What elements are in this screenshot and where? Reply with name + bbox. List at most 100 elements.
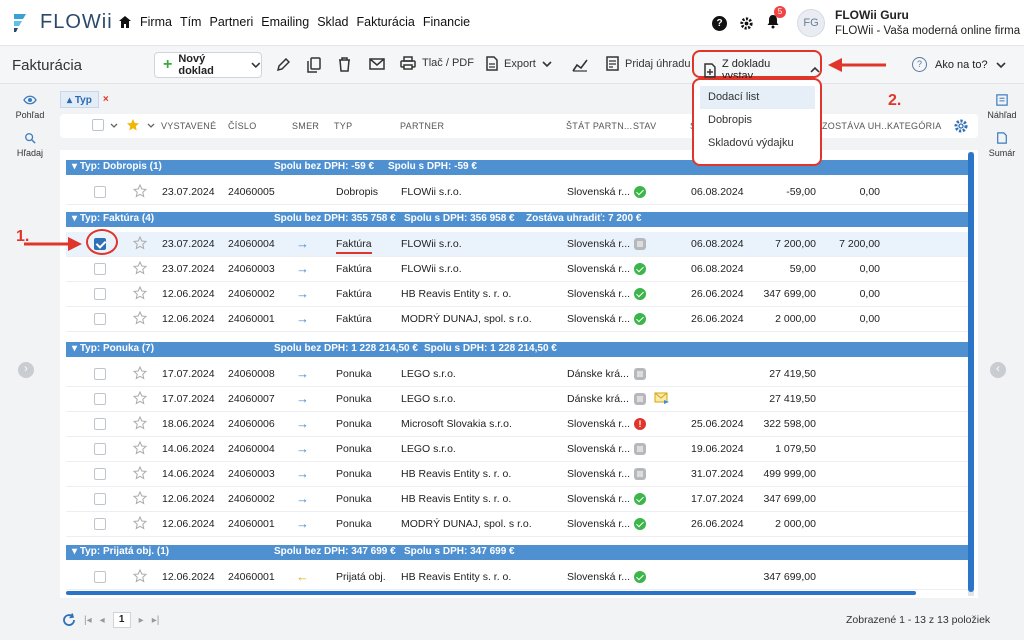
chevron-down-icon[interactable]	[147, 123, 155, 129]
help-how-to-button[interactable]: ? Ako na to?	[912, 57, 1006, 72]
star-icon[interactable]	[133, 569, 147, 583]
column-state[interactable]: STAV	[633, 121, 657, 131]
star-icon[interactable]	[133, 466, 147, 480]
new-document-button[interactable]: + Nový doklad	[154, 52, 262, 78]
table-row[interactable]: 14.06.2024 24060004 → Ponuka LEGO s.r.o.…	[66, 437, 968, 462]
table-row[interactable]: 12.06.2024 24060001 → Ponuka MODRÝ DUNAJ…	[66, 512, 968, 537]
group-header-faktura[interactable]: ▾ Typ: Faktúra (4) Spolu bez DPH: 355 75…	[66, 212, 968, 227]
user-name[interactable]: FLOWii Guru	[835, 8, 909, 22]
flowii-logo[interactable]: FLOWii	[12, 10, 113, 34]
select-all-checkbox[interactable]	[92, 119, 104, 131]
prev-page-icon[interactable]: ◂	[99, 614, 105, 626]
row-checkbox[interactable]	[94, 418, 106, 430]
star-icon[interactable]	[133, 184, 147, 198]
row-checkbox[interactable]	[94, 186, 106, 198]
sidebar-preview[interactable]: Náhľad	[980, 94, 1024, 120]
table-row[interactable]: 12.06.2024 24060002 → Ponuka HB Reavis E…	[66, 487, 968, 512]
sidebar-search[interactable]: Hľadaj	[8, 132, 52, 158]
star-icon[interactable]	[133, 286, 147, 300]
export-button[interactable]: Export	[486, 56, 552, 71]
row-checkbox[interactable]	[94, 468, 106, 480]
group-header-ponuka[interactable]: ▾ Typ: Ponuka (7) Spolu bez DPH: 1 228 2…	[66, 342, 968, 357]
create-from-document-button[interactable]: Z dokladu vystav	[692, 50, 822, 82]
table-row[interactable]: 17.07.2024 24060007 → Ponuka LEGO s.r.o.…	[66, 387, 968, 412]
table-row[interactable]: 18.06.2024 24060006 → Ponuka Microsoft S…	[66, 412, 968, 437]
column-direction[interactable]: SMER	[292, 121, 320, 131]
trash-icon[interactable]	[338, 57, 351, 72]
refresh-icon[interactable]	[62, 613, 76, 627]
row-checkbox[interactable]	[94, 571, 106, 583]
table-row[interactable]: 12.06.2024 24060001 ← Prijatá obj. HB Re…	[66, 565, 968, 590]
last-page-icon[interactable]: ▸|	[151, 614, 160, 626]
vertical-scrollbar[interactable]	[968, 152, 974, 596]
star-icon[interactable]	[133, 311, 147, 325]
dropdown-option-stock-issue[interactable]: Skladovú výdajku	[708, 137, 794, 149]
table-row[interactable]: 12.06.2024 24060002 → Faktúra HB Reavis …	[66, 282, 968, 307]
bell-icon[interactable]	[766, 14, 780, 29]
column-remaining[interactable]: ZOSTÁVA UH...	[822, 121, 890, 131]
column-settings-gear-icon[interactable]	[953, 118, 969, 134]
sidebar-summary[interactable]: Sumár	[980, 132, 1024, 158]
sidebar-view[interactable]: Pohľad	[8, 94, 52, 120]
row-checkbox-checked[interactable]	[94, 238, 106, 250]
scrollbar-thumb[interactable]	[968, 152, 974, 592]
user-avatar[interactable]: FG	[797, 9, 825, 37]
horizontal-scrollbar[interactable]	[66, 591, 916, 595]
star-icon[interactable]	[133, 236, 147, 250]
home-icon[interactable]	[118, 15, 132, 29]
star-icon[interactable]	[133, 441, 147, 455]
current-page[interactable]: 1	[112, 612, 131, 628]
column-country[interactable]: ŠTÁT PARTN...	[566, 121, 633, 131]
group-header-dobropis[interactable]: ▾ Typ: Dobropis (1) Spolu bez DPH: -59 €…	[66, 160, 968, 175]
first-page-icon[interactable]: |◂	[84, 614, 92, 626]
help-icon[interactable]: ?	[712, 15, 727, 31]
print-pdf-button[interactable]: Tlač / PDF	[400, 56, 474, 70]
nav-item-sklad[interactable]: Sklad	[317, 15, 349, 29]
collapse-right-arrow-icon[interactable]: ‹	[990, 362, 1006, 378]
column-number[interactable]: ČÍSLO	[228, 121, 257, 131]
nav-item-firma[interactable]: Firma	[140, 15, 172, 29]
star-icon[interactable]	[133, 491, 147, 505]
star-icon[interactable]	[133, 516, 147, 530]
row-checkbox[interactable]	[94, 518, 106, 530]
filter-remove-icon[interactable]: ×	[102, 94, 109, 105]
table-row[interactable]: 12.06.2024 24060001 → Faktúra MODRÝ DUNA…	[66, 307, 968, 332]
chart-icon[interactable]	[572, 58, 588, 72]
chevron-down-icon[interactable]	[110, 123, 118, 129]
star-icon[interactable]	[133, 416, 147, 430]
table-row[interactable]: 23.07.2024 24060005 Dobropis FLOWii s.r.…	[66, 180, 968, 205]
nav-item-tim[interactable]: Tím	[179, 15, 202, 29]
table-row[interactable]: 23.07.2024 24060003 → Faktúra FLOWii s.r…	[66, 257, 968, 282]
dropdown-option-delivery-note[interactable]: Dodací list	[700, 86, 815, 109]
group-header-prijata-obj[interactable]: ▾ Typ: Prijatá obj. (1) Spolu bez DPH: 3…	[66, 545, 968, 560]
next-page-icon[interactable]: ▸	[138, 614, 144, 626]
row-checkbox[interactable]	[94, 493, 106, 505]
column-type[interactable]: TYP	[334, 121, 353, 131]
nav-item-emailing[interactable]: Emailing	[261, 15, 310, 29]
row-checkbox[interactable]	[94, 368, 106, 380]
nav-item-financie[interactable]: Financie	[422, 15, 471, 29]
table-row[interactable]: 14.06.2024 24060003 → Ponuka HB Reavis E…	[66, 462, 968, 487]
row-checkbox[interactable]	[94, 313, 106, 325]
email-icon[interactable]	[369, 58, 385, 70]
star-icon[interactable]	[133, 391, 147, 405]
star-icon[interactable]	[133, 261, 147, 275]
notifications[interactable]: 5	[766, 6, 786, 32]
table-row[interactable]: 17.07.2024 24060008 → Ponuka LEGO s.r.o.…	[66, 362, 968, 387]
dropdown-option-credit-note[interactable]: Dobropis	[708, 114, 753, 126]
row-checkbox[interactable]	[94, 263, 106, 275]
row-checkbox[interactable]	[94, 393, 106, 405]
column-partner[interactable]: PARTNER	[400, 121, 445, 131]
star-filled-icon[interactable]	[126, 118, 140, 132]
edit-pencil-icon[interactable]	[276, 58, 290, 72]
column-issued[interactable]: VYSTAVENÉ	[161, 121, 217, 131]
column-category[interactable]: KATEGÓRIA	[887, 121, 942, 131]
collapse-left-arrow-icon[interactable]: ›	[18, 362, 34, 378]
nav-item-fakturacia[interactable]: Fakturácia	[356, 15, 415, 29]
copy-icon[interactable]	[307, 57, 321, 73]
settings-gear-icon[interactable]	[739, 16, 754, 31]
table-row-selected[interactable]: 23.07.2024 24060004 → Faktúra FLOWii s.r…	[66, 229, 968, 257]
filter-chip-type[interactable]: ▴ Typ	[60, 91, 99, 108]
row-checkbox[interactable]	[94, 443, 106, 455]
row-checkbox[interactable]	[94, 288, 106, 300]
